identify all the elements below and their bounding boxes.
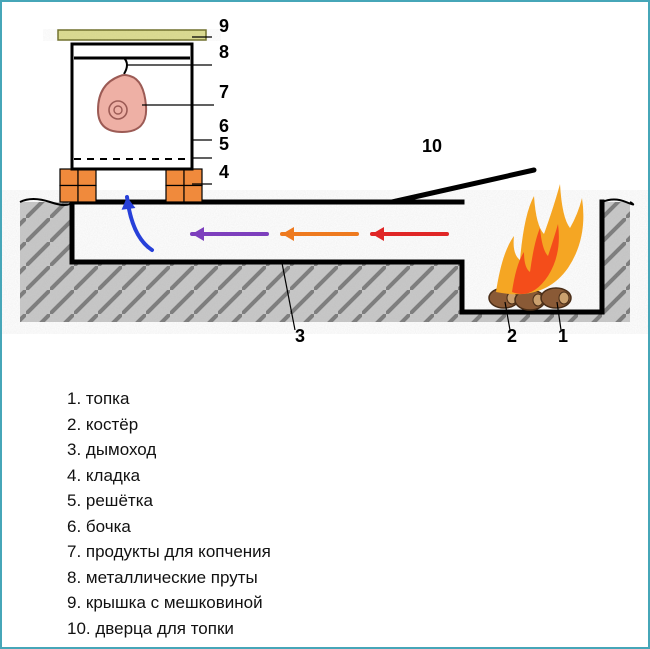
callout-number: 7 — [219, 82, 229, 102]
legend-item: 5. решётка — [67, 488, 467, 514]
smoked-product — [98, 75, 146, 132]
callout-number: 1 — [558, 326, 568, 346]
brick — [184, 186, 202, 203]
legend-item: 6. бочка — [67, 514, 467, 540]
brick — [166, 186, 184, 203]
brick — [78, 169, 96, 186]
brick — [60, 186, 78, 203]
legend-item: 10. дверца для топки — [67, 616, 467, 642]
legend-item: 8. металлические пруты — [67, 565, 467, 591]
callout-number: 6 — [219, 116, 229, 136]
hook — [124, 58, 127, 74]
legend-item: 7. продукты для копчения — [67, 539, 467, 565]
callout-number: 10 — [422, 136, 442, 156]
legend-item: 9. крышка с мешковиной — [67, 590, 467, 616]
brick — [60, 169, 78, 186]
firebox-door — [392, 170, 534, 202]
callout-number: 8 — [219, 42, 229, 62]
legend-item: 1. топка — [67, 386, 467, 412]
brick — [184, 169, 202, 186]
callout-number: 3 — [295, 326, 305, 346]
legend-item: 3. дымоход — [67, 437, 467, 463]
brick — [78, 186, 96, 203]
callout-number: 4 — [219, 162, 229, 182]
legend-item: 2. костёр — [67, 412, 467, 438]
brick — [166, 169, 184, 186]
callout-number: 9 — [219, 16, 229, 36]
legend-list: 1. топка2. костёр3. дымоход4. кладка5. р… — [67, 386, 467, 641]
callout-number: 2 — [507, 326, 517, 346]
callout-number: 5 — [219, 134, 229, 154]
legend-item: 4. кладка — [67, 463, 467, 489]
